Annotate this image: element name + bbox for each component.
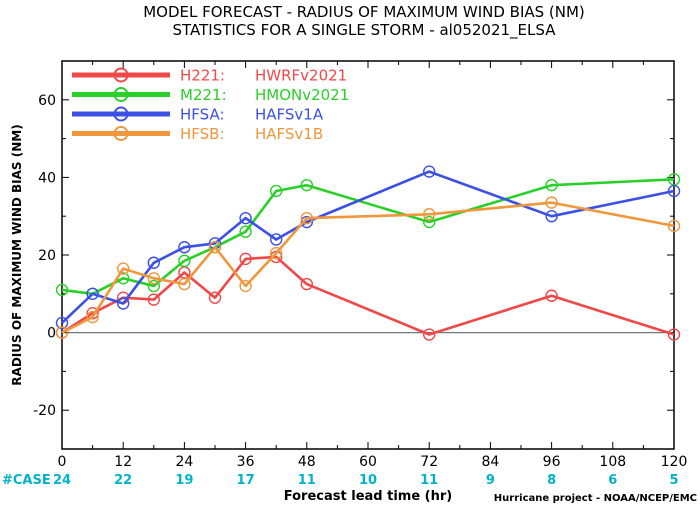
x-tick-label: 120 [661,454,688,470]
x-tick-label: 96 [543,454,561,470]
case-count: 17 [237,473,255,488]
x-tick-label: 48 [298,454,316,470]
x-tick-label: 36 [237,454,255,470]
data-point-hfsb [86,310,99,324]
x-tick-label: 72 [420,454,438,470]
plot-frame [61,60,675,450]
data-point-hfsb [667,219,681,233]
data-point-hfsb [270,246,283,260]
x-tick-label: 24 [175,454,193,470]
x-tick-label: 108 [599,454,626,470]
case-count: 11 [420,473,438,488]
data-point-hfsa [300,215,313,229]
data-point-hfsa [147,256,161,269]
data-point-hfsb [423,208,436,221]
data-point-hfsa [667,184,681,198]
x-tick-label: 12 [114,454,132,470]
data-point-h221 [545,289,558,302]
data-point-h221 [423,328,436,341]
legend-marker-h221 [113,67,129,83]
case-count: 9 [486,473,495,488]
data-point-hfsb [116,262,130,275]
legend-name-hfsb: HAFSv1B [255,125,323,143]
case-count: 5 [669,473,678,488]
legend-marker-m221 [113,87,129,102]
case-count: 11 [298,473,316,488]
data-point-hfsb [55,326,69,339]
data-point-h221 [208,291,222,304]
legend-id-hfsa: HFSA: [180,106,225,124]
legend-marker-hfsa [113,106,129,122]
y-tick-label: 20 [38,248,56,264]
legend-id-hfsb: HFSB: [180,125,225,143]
data-point-hfsa [86,287,99,300]
data-point-hfsa [270,233,283,246]
data-point-hfsb [178,277,191,291]
data-point-h221 [147,293,161,306]
data-point-m221 [545,178,558,192]
x-tick-label: 0 [58,454,67,470]
data-point-hfsb [208,241,222,254]
data-point-h221 [300,277,313,291]
case-count: 22 [114,473,132,488]
data-point-hfsb [300,211,313,225]
x-tick-label: 60 [359,454,377,470]
x-axis-label: Forecast lead time (hr) [284,489,452,504]
y-tick-label: -20 [33,403,56,419]
legend-name-h221: HWRFv2021 [255,67,347,85]
data-point-h221 [239,252,252,266]
case-count: 6 [608,473,617,488]
data-point-m221 [147,279,161,293]
data-point-h221 [667,328,681,341]
legend-name-hfsa: HAFSv1A [255,106,324,124]
data-point-hfsa [239,211,252,225]
case-count: 24 [53,473,71,488]
data-point-hfsb [147,272,161,285]
data-point-hfsa [423,165,436,178]
data-point-m221 [270,184,283,198]
data-point-m221 [239,225,252,238]
credit-text: Hurricane project - NOAA/NCEP/EMC [494,493,697,504]
case-count: 8 [547,473,556,488]
data-point-h221 [86,307,99,320]
y-tick-label: 40 [38,170,56,186]
data-point-hfsb [545,196,558,209]
data-point-m221 [55,283,69,297]
case-label: #CASE [2,473,51,488]
data-point-hfsa [55,316,69,330]
legend-id-m221: M221: [180,86,227,104]
y-axis-label: RADIUS OF MAXIMUM WIND BIAS (NM) [10,124,24,385]
chart-subtitle: STATISTICS FOR A SINGLE STORM - al052021… [173,21,557,40]
case-count: 19 [175,473,193,488]
data-point-hfsb [239,279,252,293]
data-point-hfsa [178,241,191,254]
series-line-hfsb [61,201,675,334]
legend-marker-hfsb [113,126,129,141]
x-tick-label: 84 [481,454,499,470]
data-point-m221 [423,215,436,229]
y-tick-label: 60 [38,93,56,109]
y-tick-label: 0 [47,326,56,342]
chart-title: MODEL FORECAST - RADIUS OF MAXIMUM WIND … [143,3,585,21]
case-count: 10 [359,473,377,488]
data-point-m221 [178,254,191,268]
data-point-m221 [300,178,313,192]
legend-name-m221: HMONv2021 [255,86,349,104]
legend-id-h221: H221: [180,67,225,85]
data-point-hfsa [116,297,130,310]
data-point-hfsa [545,209,558,223]
